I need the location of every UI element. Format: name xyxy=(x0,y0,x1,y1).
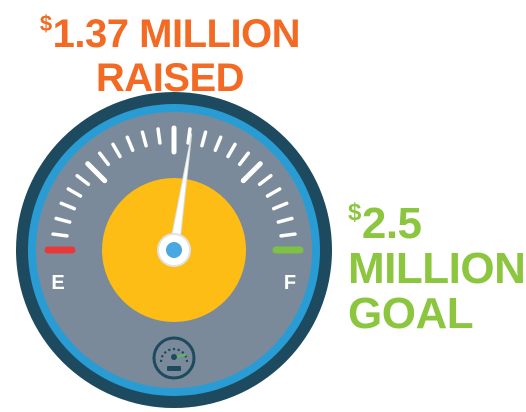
gauge-tick xyxy=(140,130,148,148)
goal-million-label: MILLION xyxy=(348,244,526,293)
raised-amount-headline: $1.37 MILLION RAISED xyxy=(0,2,340,100)
gauge-tick xyxy=(85,161,108,184)
goal-amount-line: $2.5 xyxy=(348,190,526,246)
gauge-tick xyxy=(111,142,122,159)
raised-amount-line: $1.37 MILLION xyxy=(0,2,340,56)
gauge-tick xyxy=(66,187,83,198)
gauge-tick xyxy=(276,216,294,224)
gauge-tick xyxy=(97,151,111,167)
raised-amount: 1.37 MILLION xyxy=(52,12,301,56)
full-label: F xyxy=(284,272,296,294)
gauge-tick xyxy=(200,130,208,148)
goal-label: GOAL xyxy=(348,289,474,338)
gauge-tick xyxy=(59,201,76,211)
needle-hub-inner xyxy=(166,242,182,258)
gauge-tick xyxy=(75,173,91,187)
gauge-tick xyxy=(257,173,273,187)
gauge-tick xyxy=(51,232,69,238)
goal-amount-text: $2.5 MILLION GOAL xyxy=(348,190,526,336)
raised-currency-symbol: $ xyxy=(39,11,52,36)
speedometer-icon xyxy=(152,336,196,380)
gauge-tick xyxy=(156,127,162,145)
gauge-tick xyxy=(186,127,192,145)
gauge-tick xyxy=(237,151,251,167)
gauge-ticks xyxy=(51,125,297,238)
goal-currency-symbol: $ xyxy=(348,199,361,226)
gauge-tick xyxy=(125,135,135,152)
gauge-tick xyxy=(54,216,72,224)
gauge-tick xyxy=(272,201,289,211)
goal-amount: 2.5 xyxy=(361,199,422,248)
empty-label: E xyxy=(51,272,64,294)
gauge-tick xyxy=(240,161,263,184)
gauge-tick xyxy=(213,135,223,152)
gauge-tick xyxy=(279,232,297,238)
gauge-tick xyxy=(265,187,282,198)
gauge-tick xyxy=(226,142,237,159)
